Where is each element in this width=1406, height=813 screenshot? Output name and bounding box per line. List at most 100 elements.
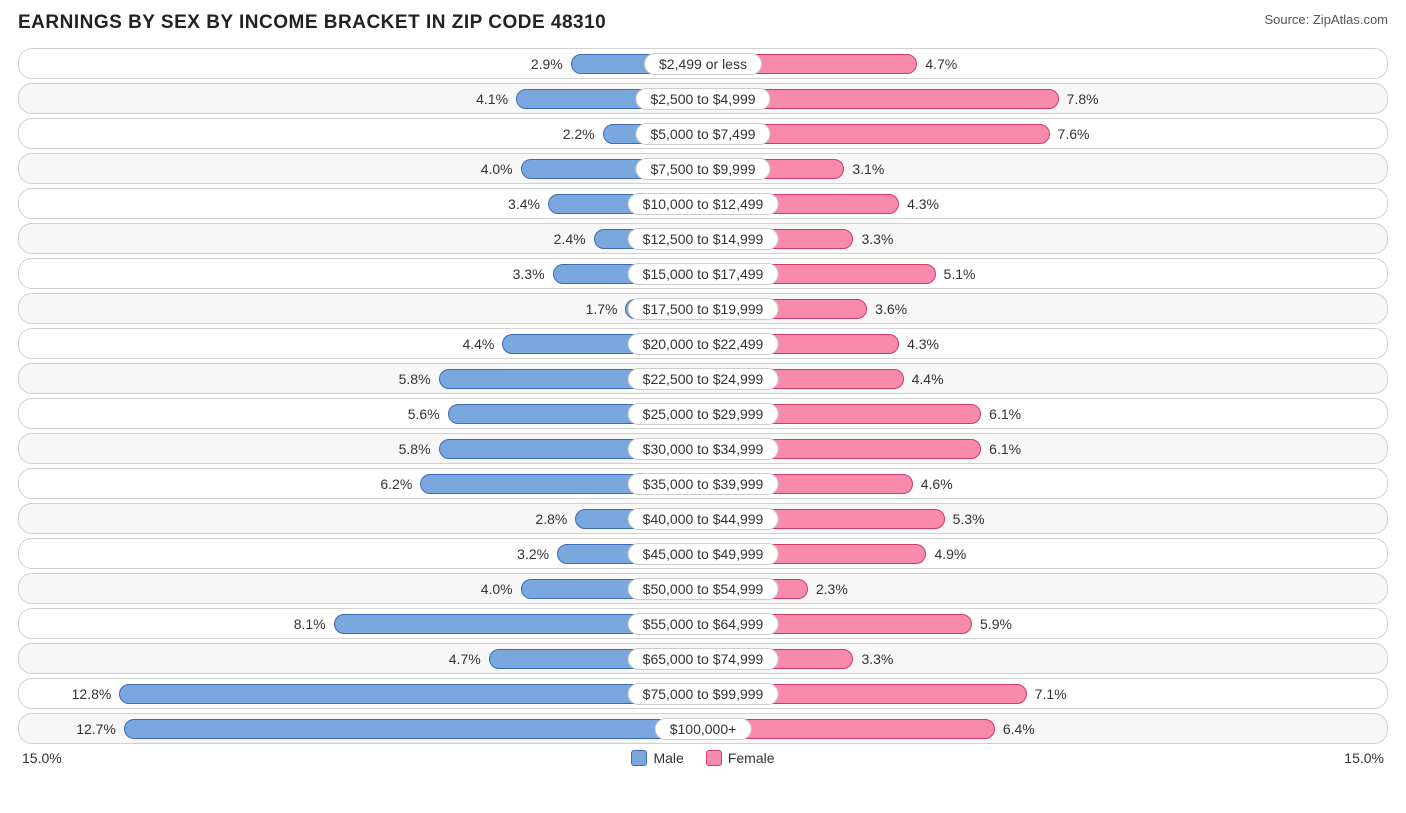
category-label: $12,500 to $14,999 [628, 228, 779, 250]
male-value-label: 4.7% [441, 651, 489, 667]
male-half: 1.7% [19, 294, 703, 323]
female-half: 3.1% [703, 154, 1387, 183]
chart-row: 6.2%4.6%$35,000 to $39,999 [18, 468, 1388, 499]
male-value-label: 2.4% [546, 231, 594, 247]
male-value-label: 3.2% [509, 546, 557, 562]
category-label: $55,000 to $64,999 [628, 613, 779, 635]
female-value-label: 7.1% [1027, 686, 1075, 702]
category-label: $100,000+ [655, 718, 752, 740]
female-value-label: 7.6% [1050, 126, 1098, 142]
axis-right-label: 15.0% [1344, 750, 1384, 766]
female-half: 4.4% [703, 364, 1387, 393]
category-label: $25,000 to $29,999 [628, 403, 779, 425]
male-half: 2.4% [19, 224, 703, 253]
category-label: $2,499 or less [644, 53, 762, 75]
female-value-label: 3.6% [867, 301, 915, 317]
chart-row: 2.8% 5.3% $40,000 to $44,999 [18, 503, 1388, 534]
chart-row: 2.4% 3.3% $12,500 to $14,999 [18, 223, 1388, 254]
category-label: $50,000 to $54,999 [628, 578, 779, 600]
chart-row: 4.0% 2.3%$50,000 to $54,999 [18, 573, 1388, 604]
male-half: 5.8% [19, 364, 703, 393]
male-half: 2.2% [19, 119, 703, 148]
female-swatch-icon [706, 750, 722, 766]
female-value-label: 4.7% [917, 56, 965, 72]
female-half: 6.1% [703, 399, 1387, 428]
legend-female-label: Female [728, 750, 775, 766]
male-half: 3.3% [19, 259, 703, 288]
axis-row: 15.0% Male Female 15.0% [18, 750, 1388, 766]
female-value-label: 4.3% [899, 196, 947, 212]
category-label: $45,000 to $49,999 [628, 543, 779, 565]
chart-row: 3.4% 4.3% $10,000 to $12,499 [18, 188, 1388, 219]
female-half: 3.3% [703, 224, 1387, 253]
male-half: 5.6% [19, 399, 703, 428]
male-value-label: 5.6% [400, 406, 448, 422]
male-swatch-icon [631, 750, 647, 766]
male-value-label: 5.8% [391, 371, 439, 387]
male-value-label: 3.4% [500, 196, 548, 212]
male-half: 3.4% [19, 189, 703, 218]
chart-row: 3.3%5.1%$15,000 to $17,499 [18, 258, 1388, 289]
female-half: 5.9% [703, 609, 1387, 638]
male-value-label: 4.0% [473, 161, 521, 177]
legend-male: Male [631, 750, 683, 766]
female-value-label: 5.3% [945, 511, 993, 527]
chart-row: 2.2% 7.6% $5,000 to $7,499 [18, 118, 1388, 149]
male-half: 4.4% [19, 329, 703, 358]
chart-title: EARNINGS BY SEX BY INCOME BRACKET IN ZIP… [18, 12, 606, 34]
male-value-label: 4.0% [473, 581, 521, 597]
female-value-label: 3.3% [853, 651, 901, 667]
male-half: 12.7% [19, 714, 703, 743]
chart-row: 5.6% 6.1%$25,000 to $29,999 [18, 398, 1388, 429]
male-value-label: 1.7% [578, 301, 626, 317]
male-bar [119, 684, 703, 704]
chart-row: 4.7% 3.3% $65,000 to $74,999 [18, 643, 1388, 674]
category-label: $20,000 to $22,499 [628, 333, 779, 355]
female-half: 4.3% [703, 189, 1387, 218]
female-half: 4.9% [703, 539, 1387, 568]
chart-row: 5.8% 4.4% $22,500 to $24,999 [18, 363, 1388, 394]
category-label: $15,000 to $17,499 [628, 263, 779, 285]
category-label: $2,500 to $4,999 [635, 88, 770, 110]
female-value-label: 3.3% [853, 231, 901, 247]
female-half: 7.6% [703, 119, 1387, 148]
chart-row: 12.7%6.4%$100,000+ [18, 713, 1388, 744]
male-half: 6.2% [19, 469, 703, 498]
category-label: $22,500 to $24,999 [628, 368, 779, 390]
male-half: 4.0% [19, 574, 703, 603]
female-value-label: 4.9% [926, 546, 974, 562]
category-label: $40,000 to $44,999 [628, 508, 779, 530]
male-value-label: 3.3% [505, 266, 553, 282]
male-value-label: 2.2% [555, 126, 603, 142]
male-value-label: 12.8% [64, 686, 120, 702]
male-half: 3.2% [19, 539, 703, 568]
male-half: 8.1% [19, 609, 703, 638]
male-value-label: 8.1% [286, 616, 334, 632]
male-value-label: 12.7% [68, 721, 124, 737]
chart-header: EARNINGS BY SEX BY INCOME BRACKET IN ZIP… [18, 12, 1388, 34]
chart-source: Source: ZipAtlas.com [1264, 12, 1388, 27]
female-half: 4.7% [703, 49, 1387, 78]
chart-row: 5.8%6.1%$30,000 to $34,999 [18, 433, 1388, 464]
category-label: $10,000 to $12,499 [628, 193, 779, 215]
category-label: $5,000 to $7,499 [635, 123, 770, 145]
female-half: 3.6% [703, 294, 1387, 323]
female-half: 6.1% [703, 434, 1387, 463]
male-value-label: 4.4% [454, 336, 502, 352]
category-label: $65,000 to $74,999 [628, 648, 779, 670]
legend: Male Female [631, 750, 774, 766]
female-half: 7.8% [703, 84, 1387, 113]
female-half: 2.3% [703, 574, 1387, 603]
male-half: 4.1% [19, 84, 703, 113]
female-value-label: 5.9% [972, 616, 1020, 632]
female-value-label: 4.6% [913, 476, 961, 492]
female-value-label: 4.4% [904, 371, 952, 387]
category-label: $7,500 to $9,999 [635, 158, 770, 180]
axis-left-label: 15.0% [22, 750, 62, 766]
female-value-label: 6.1% [981, 441, 1029, 457]
male-value-label: 6.2% [372, 476, 420, 492]
male-half: 2.8% [19, 504, 703, 533]
female-half: 4.3% [703, 329, 1387, 358]
male-value-label: 5.8% [391, 441, 439, 457]
female-value-label: 4.3% [899, 336, 947, 352]
